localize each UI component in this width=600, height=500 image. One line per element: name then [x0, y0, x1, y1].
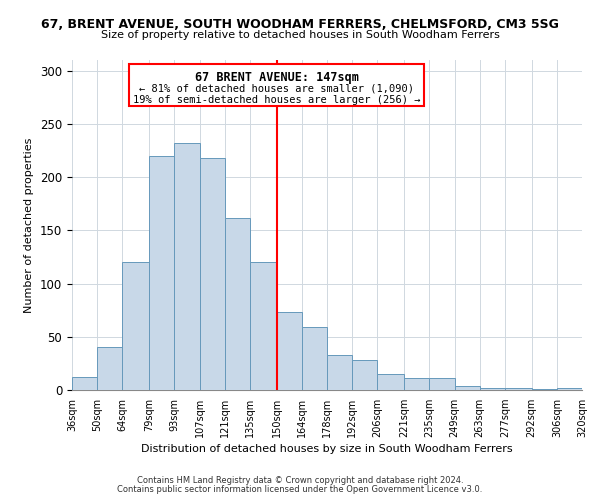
Y-axis label: Number of detached properties: Number of detached properties	[25, 138, 34, 312]
Text: 19% of semi-detached houses are larger (256) →: 19% of semi-detached houses are larger (…	[133, 95, 421, 105]
Bar	[175, 143, 199, 390]
Bar	[199, 158, 224, 390]
Bar	[352, 360, 377, 390]
Bar	[224, 218, 250, 390]
Bar	[277, 312, 302, 390]
FancyBboxPatch shape	[130, 64, 424, 106]
Bar	[302, 327, 327, 390]
Text: 67, BRENT AVENUE, SOUTH WOODHAM FERRERS, CHELMSFORD, CM3 5SG: 67, BRENT AVENUE, SOUTH WOODHAM FERRERS,…	[41, 18, 559, 30]
Text: Contains HM Land Registry data © Crown copyright and database right 2024.: Contains HM Land Registry data © Crown c…	[137, 476, 463, 485]
Bar	[327, 355, 352, 390]
Bar	[430, 378, 455, 390]
Text: ← 81% of detached houses are smaller (1,090): ← 81% of detached houses are smaller (1,…	[139, 84, 414, 94]
Bar	[377, 374, 404, 390]
Bar	[404, 378, 430, 390]
Bar	[479, 388, 505, 390]
X-axis label: Distribution of detached houses by size in South Woodham Ferrers: Distribution of detached houses by size …	[141, 444, 513, 454]
Bar	[505, 388, 532, 390]
Bar	[72, 377, 97, 390]
Text: 67 BRENT AVENUE: 147sqm: 67 BRENT AVENUE: 147sqm	[195, 70, 359, 84]
Bar	[122, 262, 149, 390]
Bar	[532, 389, 557, 390]
Bar	[250, 262, 277, 390]
Bar	[557, 388, 582, 390]
Text: Contains public sector information licensed under the Open Government Licence v3: Contains public sector information licen…	[118, 484, 482, 494]
Bar	[149, 156, 175, 390]
Bar	[455, 386, 479, 390]
Text: Size of property relative to detached houses in South Woodham Ferrers: Size of property relative to detached ho…	[101, 30, 499, 40]
Bar	[97, 348, 122, 390]
